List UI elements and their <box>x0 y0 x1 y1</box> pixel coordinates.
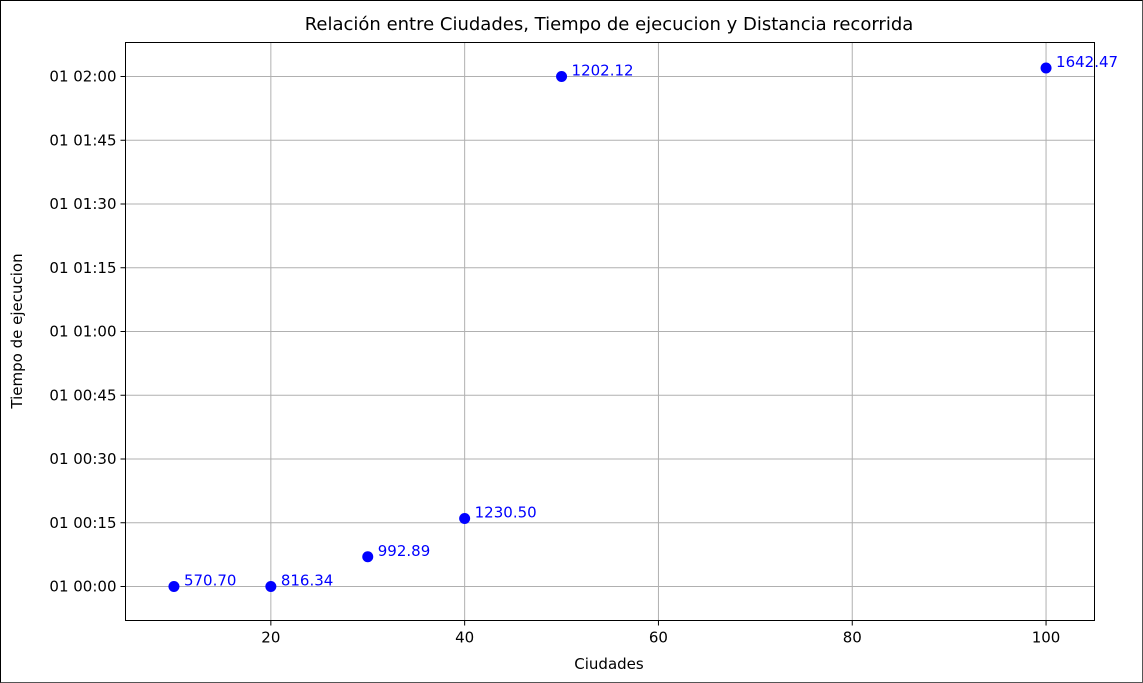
y-tick-label: 01 01:00 <box>49 323 116 341</box>
scatter-point <box>556 71 568 82</box>
y-tick-label: 01 00:30 <box>49 450 116 468</box>
point-label: 1642.47 <box>1056 53 1118 71</box>
data-labels: 570.70 816.34 992.89 1230.50 1202.12 1642.47 <box>184 53 1118 590</box>
axis-ticks: 20 40 60 80 100 01 00:00 01 00:15 01 00:30 01 00… <box>49 68 1060 647</box>
x-tick-label: 80 <box>843 629 862 647</box>
y-tick-label: 01 01:15 <box>49 259 116 277</box>
x-tick-label: 40 <box>455 629 474 647</box>
y-tick-label: 01 00:45 <box>49 386 116 404</box>
scatter-point <box>362 551 374 563</box>
x-tick-label: 100 <box>1032 629 1061 647</box>
y-tick-label: 01 01:45 <box>49 131 116 149</box>
x-tick-label: 60 <box>649 629 668 647</box>
scatter-point <box>459 513 471 524</box>
scatter-point <box>168 581 180 592</box>
point-label: 816.34 <box>281 572 334 590</box>
y-axis-label: Tiempo de ejecucion <box>8 253 26 409</box>
x-tick-label: 20 <box>261 629 280 647</box>
chart-title: Relación entre Ciudades, Tiempo de ejecu… <box>305 14 914 35</box>
y-tick-label: 01 01:30 <box>49 195 116 213</box>
point-label: 1202.12 <box>572 62 634 80</box>
y-tick-label: 01 00:15 <box>49 514 116 532</box>
scatter-point <box>1040 62 1052 74</box>
point-label: 992.89 <box>378 542 431 560</box>
data-points <box>168 62 1052 592</box>
y-tick-label: 01 02:00 <box>49 68 116 86</box>
grid-lines <box>125 42 1095 621</box>
scatter-point <box>265 581 277 592</box>
point-label: 570.70 <box>184 572 237 590</box>
x-axis-label: Ciudades <box>574 655 644 673</box>
point-label: 1230.50 <box>475 504 537 522</box>
y-tick-label: 01 00:00 <box>49 578 116 596</box>
